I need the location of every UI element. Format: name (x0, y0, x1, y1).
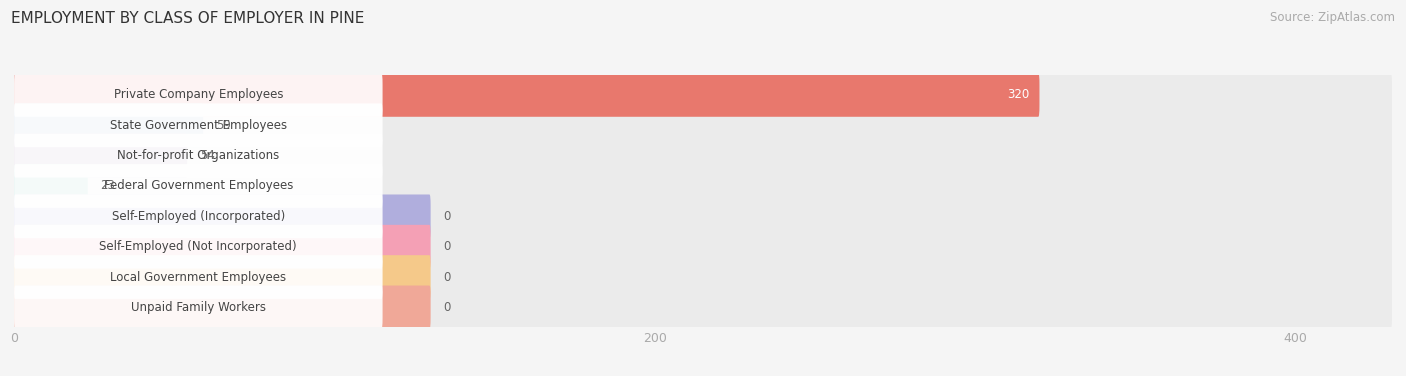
Text: Local Government Employees: Local Government Employees (110, 271, 287, 284)
FancyBboxPatch shape (14, 73, 1392, 117)
FancyBboxPatch shape (14, 285, 430, 329)
Text: Self-Employed (Not Incorporated): Self-Employed (Not Incorporated) (100, 240, 297, 253)
FancyBboxPatch shape (14, 194, 430, 238)
FancyBboxPatch shape (14, 164, 1392, 208)
FancyBboxPatch shape (14, 194, 1392, 238)
Text: 320: 320 (1008, 88, 1029, 102)
Text: Self-Employed (Incorporated): Self-Employed (Incorporated) (111, 210, 285, 223)
FancyBboxPatch shape (14, 225, 430, 268)
FancyBboxPatch shape (14, 103, 202, 147)
FancyBboxPatch shape (14, 134, 382, 177)
Text: 54: 54 (200, 149, 215, 162)
FancyBboxPatch shape (14, 73, 1039, 117)
Text: Not-for-profit Organizations: Not-for-profit Organizations (117, 149, 280, 162)
FancyBboxPatch shape (14, 194, 382, 238)
FancyBboxPatch shape (14, 285, 1392, 329)
Text: 0: 0 (443, 210, 451, 223)
FancyBboxPatch shape (14, 255, 382, 299)
FancyBboxPatch shape (14, 73, 382, 117)
FancyBboxPatch shape (14, 225, 382, 268)
FancyBboxPatch shape (14, 255, 430, 299)
Text: 23: 23 (101, 179, 115, 193)
FancyBboxPatch shape (14, 164, 87, 208)
Text: 0: 0 (443, 301, 451, 314)
FancyBboxPatch shape (14, 225, 1392, 268)
FancyBboxPatch shape (14, 164, 382, 208)
FancyBboxPatch shape (14, 103, 1392, 147)
FancyBboxPatch shape (14, 134, 187, 177)
Text: Source: ZipAtlas.com: Source: ZipAtlas.com (1270, 11, 1395, 24)
FancyBboxPatch shape (14, 103, 382, 147)
Text: State Government Employees: State Government Employees (110, 119, 287, 132)
Text: EMPLOYMENT BY CLASS OF EMPLOYER IN PINE: EMPLOYMENT BY CLASS OF EMPLOYER IN PINE (11, 11, 364, 26)
FancyBboxPatch shape (14, 285, 382, 329)
FancyBboxPatch shape (14, 134, 1392, 177)
Text: 59: 59 (217, 119, 231, 132)
FancyBboxPatch shape (14, 255, 1392, 299)
Text: Federal Government Employees: Federal Government Employees (104, 179, 292, 193)
Text: Unpaid Family Workers: Unpaid Family Workers (131, 301, 266, 314)
Text: 0: 0 (443, 271, 451, 284)
Text: 0: 0 (443, 240, 451, 253)
Text: Private Company Employees: Private Company Employees (114, 88, 283, 102)
